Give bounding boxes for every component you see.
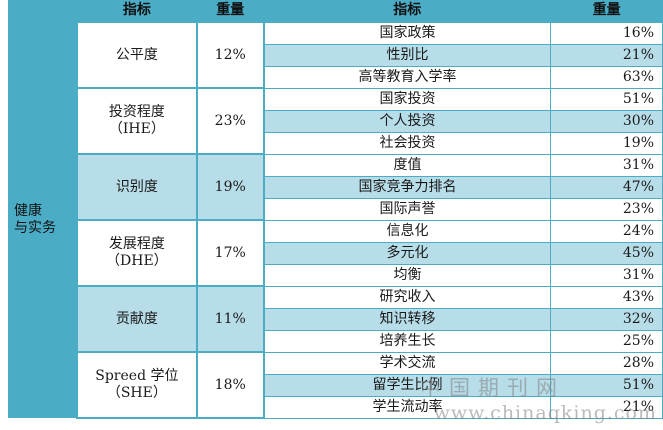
group-weight-cell: 12% xyxy=(195,21,265,89)
group-name-cell: 发展程度 （DHE） xyxy=(76,219,198,287)
table-row: 国家竞争力排名 47% xyxy=(8,175,663,199)
group-weight-cell: 19% xyxy=(195,153,265,221)
table-row: 国际声誉 23% xyxy=(8,197,663,221)
sub-weight-cell: 25% xyxy=(550,329,663,353)
sub-weight-cell: 28% xyxy=(550,351,663,375)
sub-weight-cell: 43% xyxy=(550,285,663,309)
sub-weight-cell: 47% xyxy=(550,175,663,199)
sub-indicator-cell: 知识转移 xyxy=(263,307,552,331)
sub-weight-cell: 19% xyxy=(550,131,663,155)
table-body: 健康 与实务 公平度 12% 国家政策 16% 性别比 21% 高等教育入学率 63% 投资程度 … xyxy=(8,21,663,419)
sub-weight-cell: 24% xyxy=(550,219,663,243)
sub-indicator-cell: 均衡 xyxy=(263,263,552,287)
group-name-cell: 公平度 xyxy=(76,21,198,89)
table-row: 个人投资 30% xyxy=(8,109,663,133)
sub-weight-cell: 32% xyxy=(550,307,663,331)
sub-weight-cell: 21% xyxy=(550,395,663,419)
header-sub-weight: 重量 xyxy=(550,0,663,22)
header-weight: 重量 xyxy=(196,0,264,22)
sub-indicator-cell: 国家投资 xyxy=(263,87,552,111)
table-header-row: 指标 重量 指标 重量 xyxy=(8,0,663,22)
table-row: 健康 与实务 公平度 12% 国家政策 16% xyxy=(8,21,663,418)
sub-weight-cell: 31% xyxy=(550,263,663,287)
sub-indicator-cell: 性别比 xyxy=(263,43,552,67)
group-name-cell: 贡献度 xyxy=(76,285,198,353)
table-row: 均衡 31% xyxy=(8,263,663,287)
header-sub-indicator: 指标 xyxy=(263,0,551,22)
sub-indicator-cell: 留学生比例 xyxy=(263,373,552,397)
sub-indicator-cell: 培养生长 xyxy=(263,329,552,353)
table-row: 培养生长 25% xyxy=(8,329,663,353)
sub-weight-cell: 31% xyxy=(550,153,663,177)
table-row: 学生流动率 21% xyxy=(8,395,663,419)
table-row: 高等教育入学率 63% xyxy=(8,65,663,89)
header-indicator: 指标 xyxy=(77,0,197,22)
table-row: 发展程度 （DHE） 17% 信息化 24% xyxy=(8,219,663,287)
table-row: 投资程度 （IHE） 23% 国家投资 51% xyxy=(8,87,663,155)
category-cell: 健康 与实务 xyxy=(8,22,77,418)
sub-indicator-cell: 研究收入 xyxy=(263,285,552,309)
weight-table-sheet: 指标 重量 指标 重量 健康 与实务 公平度 12% 国家政策 16% 性别比 21% 高等教… xyxy=(8,0,663,430)
sub-indicator-cell: 国家竞争力排名 xyxy=(263,175,552,199)
sub-indicator-cell: 学术交流 xyxy=(263,351,552,375)
group-name-cell: 识别度 xyxy=(76,153,198,221)
sub-weight-cell: 63% xyxy=(550,65,663,89)
group-weight-cell: 23% xyxy=(195,87,265,155)
group-name-cell: Spreed 学位 （SHE） xyxy=(76,351,198,419)
group-weight-cell: 11% xyxy=(195,285,265,353)
sub-indicator-cell: 多元化 xyxy=(263,241,552,265)
table-row: 贡献度 11% 研究收入 43% xyxy=(8,285,663,353)
sub-weight-cell: 16% xyxy=(550,21,663,45)
sub-weight-cell: 23% xyxy=(550,197,663,221)
sub-indicator-cell: 个人投资 xyxy=(263,109,552,133)
header-category-blank xyxy=(8,0,77,22)
table-row: 性别比 21% xyxy=(8,43,663,67)
group-weight-cell: 18% xyxy=(195,351,265,419)
sub-weight-cell: 51% xyxy=(550,87,663,111)
sub-indicator-cell: 信息化 xyxy=(263,219,552,243)
sub-indicator-cell: 社会投资 xyxy=(263,131,552,155)
sub-weight-cell: 51% xyxy=(550,373,663,397)
sub-indicator-cell: 国家政策 xyxy=(263,21,552,45)
sub-indicator-cell: 学生流动率 xyxy=(263,395,552,419)
table-row: Spreed 学位 （SHE） 18% 学术交流 28% xyxy=(8,351,663,419)
group-weight-cell: 17% xyxy=(195,219,265,287)
sub-weight-cell: 45% xyxy=(550,241,663,265)
indicator-weight-table: 指标 重量 指标 重量 健康 与实务 公平度 12% 国家政策 16% 性别比 21% 高等教… xyxy=(8,0,663,419)
table-row: 知识转移 32% xyxy=(8,307,663,331)
sub-indicator-cell: 国际声誉 xyxy=(263,197,552,221)
table-row: 多元化 45% xyxy=(8,241,663,265)
table-row: 识别度 19% 度值 31% xyxy=(8,153,663,221)
sub-indicator-cell: 度值 xyxy=(263,153,552,177)
sub-indicator-cell: 高等教育入学率 xyxy=(263,65,552,89)
sub-weight-cell: 30% xyxy=(550,109,663,133)
group-name-cell: 投资程度 （IHE） xyxy=(76,87,198,155)
sub-weight-cell: 21% xyxy=(550,43,663,67)
